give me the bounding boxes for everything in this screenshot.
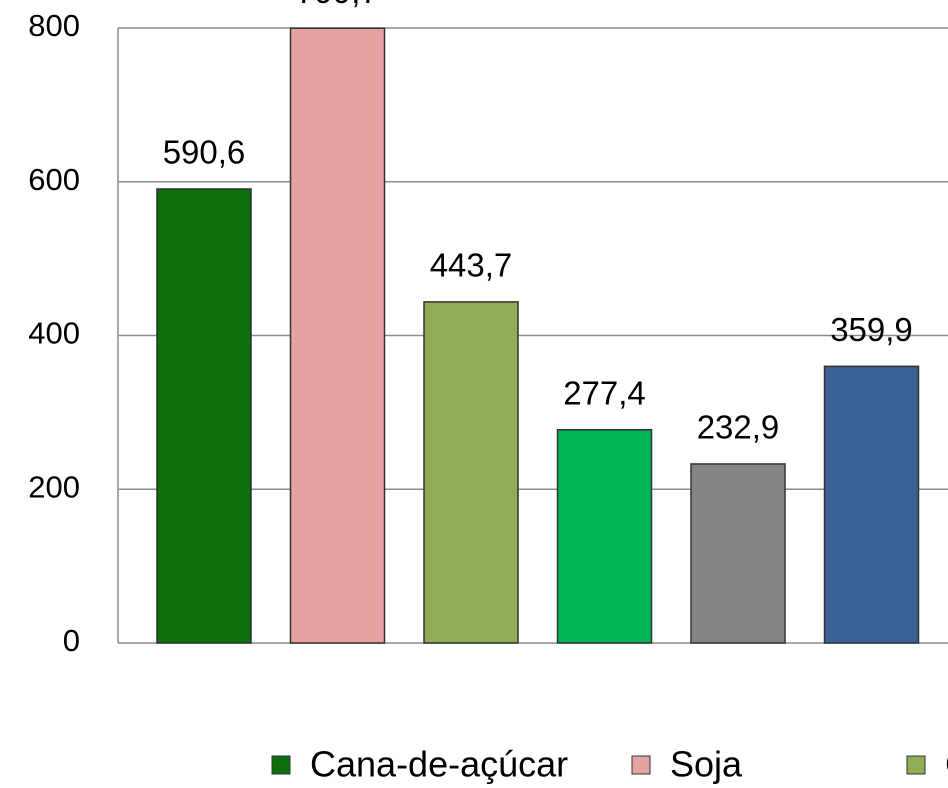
y-tick-label: 400 <box>28 316 80 351</box>
bar <box>823 365 920 644</box>
value-label: 590,6 <box>163 134 246 171</box>
legend-label: Soja <box>670 744 743 785</box>
legend-label: Cana-de-açúcar <box>310 744 568 785</box>
y-tick-label: 0 <box>63 623 80 658</box>
value-label: 232,9 <box>697 409 780 446</box>
value-label: 277,4 <box>563 374 646 411</box>
legend-swatch <box>906 755 926 775</box>
legend-swatch <box>631 755 651 775</box>
value-label: 359,9 <box>830 311 913 348</box>
y-tick-label: 200 <box>28 469 80 504</box>
bar <box>556 428 653 644</box>
value-label: 799,7 <box>296 0 379 10</box>
legend-label: C <box>945 744 948 785</box>
bar <box>289 27 386 644</box>
bar <box>690 463 786 644</box>
y-tick-label: 600 <box>28 162 80 197</box>
value-label: 443,7 <box>430 247 513 284</box>
bar <box>423 301 519 644</box>
y-tick-label: 800 <box>28 8 80 43</box>
legend-swatch <box>271 755 291 775</box>
bar <box>156 188 252 644</box>
